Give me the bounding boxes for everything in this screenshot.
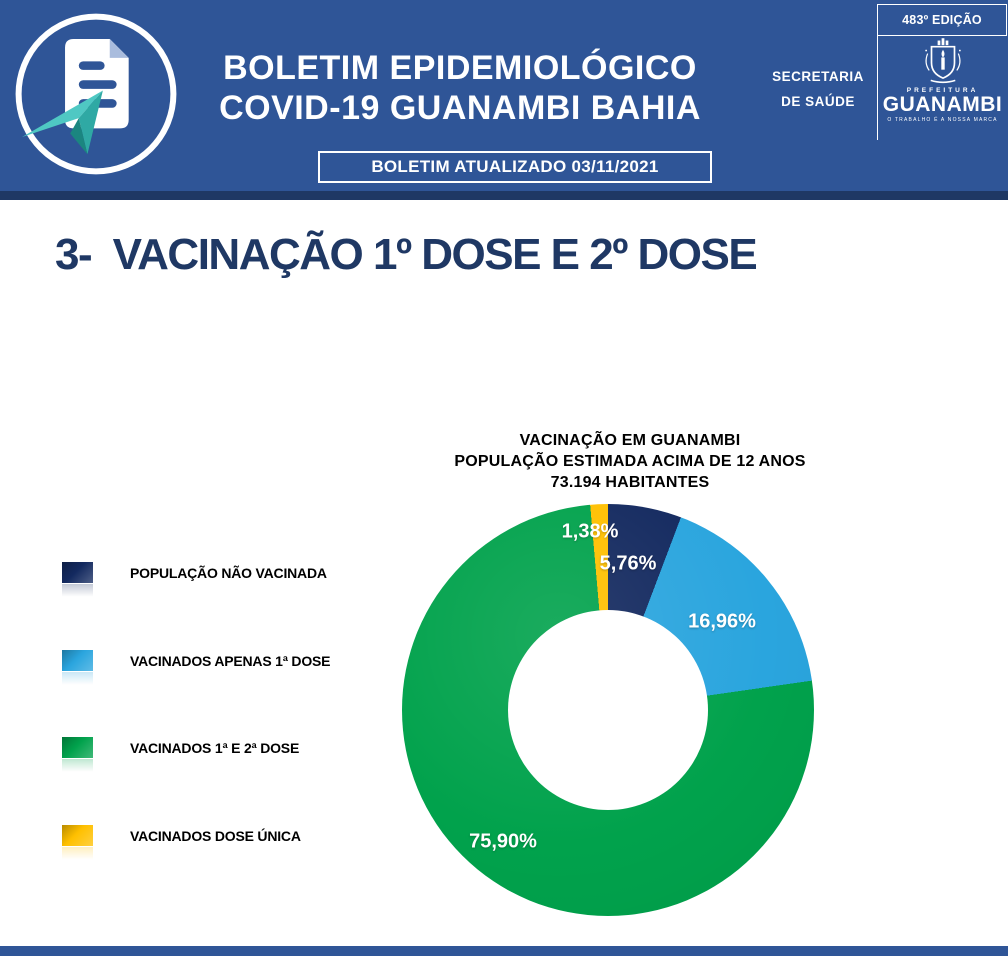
legend-label: POPULAÇÃO NÃO VACINADA — [130, 564, 327, 581]
chart-title: VACINAÇÃO EM GUANAMBI POPULAÇÃO ESTIMADA… — [330, 430, 930, 493]
legend-item-dose-unica: VACINADOS DOSE ÚNICA — [62, 825, 301, 861]
prefeitura-tagline: O TRABALHO É A NOSSA MARCA — [887, 117, 998, 123]
legend-label: VACINADOS APENAS 1ª DOSE — [130, 652, 331, 669]
donut-chart: 5,76% 16,96% 75,90% 1,38% — [402, 504, 814, 916]
bulletin-logo-icon — [15, 13, 177, 175]
updated-banner: BOLETIM ATUALIZADO 03/11/2021 — [318, 151, 712, 183]
legend-swatch-green — [62, 737, 93, 773]
legend-swatch-yellow — [62, 825, 93, 861]
page-title-line2: COVID-19 GUANAMBI BAHIA — [219, 89, 701, 127]
prefeitura-logo: PREFEITURA GUANAMBI O TRABALHO É A NOSSA… — [877, 36, 1007, 140]
slice-label-apenas-1-dose: 16,96% — [688, 610, 756, 633]
edition-badge: 483º EDIÇÃO — [877, 4, 1007, 36]
prefeitura-small-label: PREFEITURA — [906, 87, 979, 94]
header-banner: BOLETIM EPIDEMIOLÓGICO COVID-19 GUANAMBI… — [0, 0, 1008, 191]
edition-badge-text: 483º EDIÇÃO — [902, 13, 982, 27]
guanambi-crest-icon — [924, 38, 961, 84]
slice-label-dose-unica: 1,38% — [561, 520, 619, 543]
secretaria-label: SECRETARIA DE SAÚDE — [762, 64, 874, 114]
header-bottom-strip — [0, 191, 1008, 200]
chart-title-line1: VACINAÇÃO EM GUANAMBI — [519, 432, 741, 449]
page-title-line1: BOLETIM EPIDEMIOLÓGICO — [223, 49, 697, 87]
slice-label-1-e-2-dose: 75,90% — [469, 830, 537, 853]
slice-label-nao-vacinada: 5,76% — [599, 552, 657, 575]
legend-item-1-e-2-dose: VACINADOS 1ª E 2ª DOSE — [62, 737, 300, 773]
legend-swatch-blue — [62, 650, 93, 686]
legend-item-nao-vacinada: POPULAÇÃO NÃO VACINADA — [62, 562, 327, 598]
chart-legend: POPULAÇÃO NÃO VACINADA VACINADOS APENAS … — [62, 562, 362, 862]
chart-title-line3: 73.194 HABITANTES — [550, 474, 710, 491]
legend-swatch-navy — [62, 562, 93, 598]
section-title: 3- VACINAÇÃO 1º DOSE E 2º DOSE — [55, 230, 758, 279]
donut-hole — [508, 610, 708, 810]
legend-label: VACINADOS DOSE ÚNICA — [130, 827, 301, 844]
secretaria-line1: SECRETARIA — [772, 69, 864, 84]
legend-label: VACINADOS 1ª E 2ª DOSE — [130, 739, 300, 756]
secretaria-line2: DE SAÚDE — [781, 94, 855, 109]
updated-banner-text: BOLETIM ATUALIZADO 03/11/2021 — [371, 157, 659, 176]
legend-item-apenas-1-dose: VACINADOS APENAS 1ª DOSE — [62, 650, 331, 686]
footer-bar — [0, 946, 1008, 956]
page-title: BOLETIM EPIDEMIOLÓGICO COVID-19 GUANAMBI… — [180, 48, 740, 128]
prefeitura-city-label: GUANAMBI — [882, 93, 1003, 116]
chart-title-line2: POPULAÇÃO ESTIMADA ACIMA DE 12 ANOS — [454, 453, 806, 470]
